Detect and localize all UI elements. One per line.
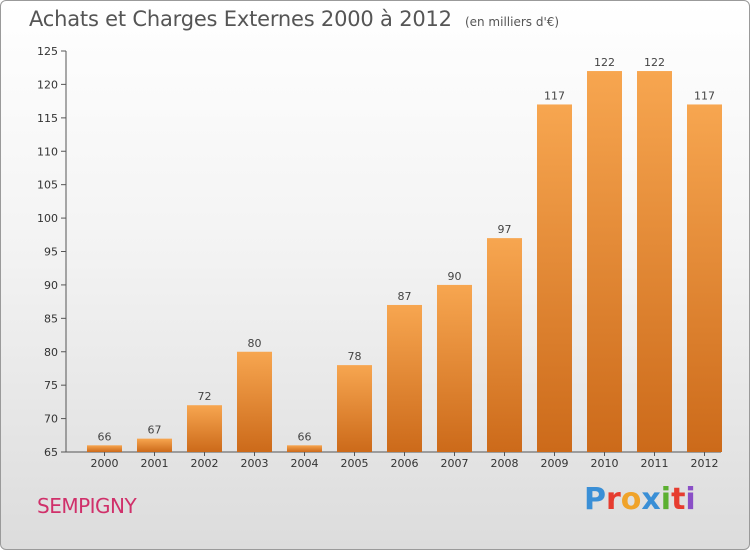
y-tick-label: 105 [37, 179, 58, 192]
bar [537, 104, 572, 452]
x-tick-label: 2005 [341, 457, 369, 470]
x-tick-label: 2009 [541, 457, 569, 470]
x-tick-label: 2001 [141, 457, 169, 470]
y-tick-label: 70 [44, 413, 58, 426]
logo-letter: x [641, 482, 661, 517]
y-tick-label: 80 [44, 346, 58, 359]
bar-value-label: 117 [694, 89, 715, 102]
bar [387, 304, 422, 452]
x-tick-label: 2002 [191, 457, 219, 470]
commune-name: SEMPIGNY [37, 494, 137, 518]
logo-letter: i [660, 482, 672, 517]
y-tick-label: 85 [44, 312, 58, 325]
title-row: Achats et Charges Externes 2000 à 2012 (… [29, 7, 559, 31]
x-tick-label: 2010 [591, 457, 619, 470]
bar-value-label: 67 [148, 424, 162, 437]
y-tick-label: 90 [44, 279, 58, 292]
y-tick-label: 75 [44, 379, 58, 392]
bar [437, 284, 472, 452]
chart-labels: 66 67 72 80 66 78 87 90 97 117 122 122 117 [98, 56, 716, 443]
x-tick-label: 2008 [491, 457, 519, 470]
bar [587, 71, 622, 453]
y-tick-label: 95 [44, 246, 58, 259]
x-tick-label: 2007 [441, 457, 469, 470]
x-tick-label: 2003 [241, 457, 269, 470]
y-tick-label: 110 [37, 145, 58, 158]
bar-value-label: 90 [448, 270, 462, 283]
x-tick-label: 2004 [291, 457, 319, 470]
y-tick-label: 125 [37, 45, 58, 58]
bar-value-label: 97 [498, 223, 512, 236]
bar-value-label: 72 [198, 390, 212, 403]
bar-value-label: 122 [594, 56, 615, 69]
logo-letter: o [620, 482, 642, 517]
logo-letter: i [685, 482, 696, 517]
bar [287, 445, 322, 452]
bar-value-label: 87 [398, 290, 412, 303]
chart-bars [87, 71, 722, 453]
bar-value-label: 78 [348, 350, 362, 363]
bar-value-label: 122 [644, 56, 665, 69]
bar [187, 405, 222, 452]
x-tick-label: 2000 [91, 457, 119, 470]
logo-letter: t [671, 482, 686, 517]
logo-letter: r [606, 482, 621, 517]
x-tick-label: 2012 [691, 457, 719, 470]
bar [237, 351, 272, 452]
bar-value-label: 66 [298, 430, 312, 443]
chart-title: Achats et Charges Externes 2000 à 2012 [29, 7, 452, 31]
bar-value-label: 66 [98, 430, 112, 443]
chart-axes: 65 70 75 80 85 90 95 100 105 110 115 120 125 2000 2001… [37, 45, 721, 470]
x-tick-label: 2011 [641, 457, 669, 470]
bar-value-label: 117 [544, 89, 565, 102]
bar [687, 104, 722, 452]
bar [137, 438, 172, 452]
bar [487, 238, 522, 452]
logo-letter: P [584, 482, 606, 517]
y-tick-label: 115 [37, 112, 58, 125]
bar [337, 365, 372, 452]
bar [637, 71, 672, 453]
bar [87, 445, 122, 452]
y-tick-label: 65 [44, 446, 58, 459]
proxiti-logo: Proxiti [584, 485, 696, 515]
chart-subtitle: (en milliers d'€) [464, 15, 560, 29]
y-tick-label: 120 [37, 78, 58, 91]
bar-value-label: 80 [248, 337, 262, 350]
y-tick-label: 100 [37, 212, 58, 225]
x-tick-label: 2006 [391, 457, 419, 470]
